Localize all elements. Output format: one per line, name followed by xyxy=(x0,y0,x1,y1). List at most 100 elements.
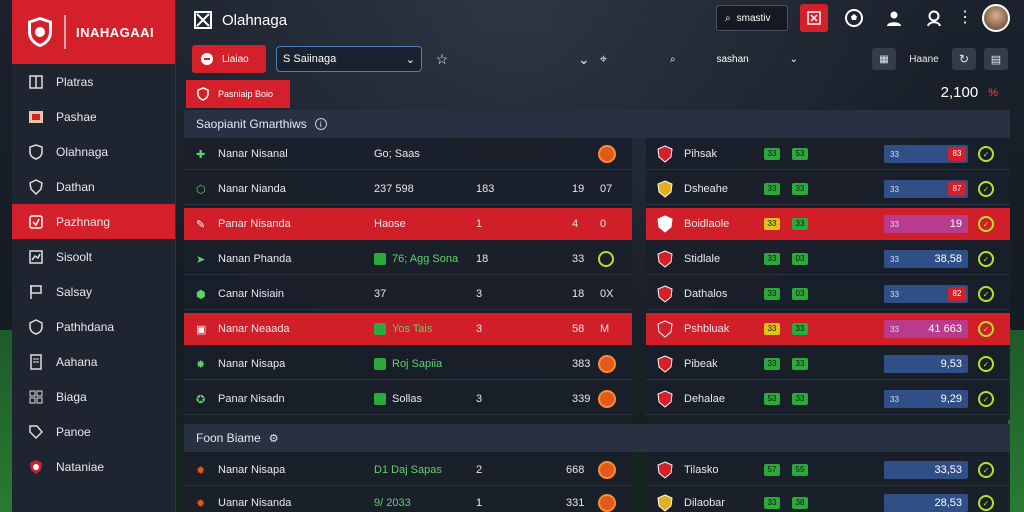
stat-badge: 33 xyxy=(792,383,808,415)
pitch-strip xyxy=(0,330,14,512)
match-info: Yos Tais xyxy=(374,313,432,345)
match-score-a: 183 xyxy=(476,183,495,195)
team-row[interactable]: Dathalos3303335882✓ xyxy=(646,278,1010,310)
sidebar-item-pashae[interactable]: Pashae xyxy=(12,99,175,134)
team-row[interactable]: Pibeak 33 33 9,53 ✓ xyxy=(646,348,1010,380)
sidebar-item-platras[interactable]: Platras xyxy=(12,64,175,99)
check-cell[interactable]: ✓ xyxy=(978,383,994,415)
odds-value: 41 663 xyxy=(928,323,962,335)
match-row[interactable]: ✪ Panar Nisadn Sollas 3 339 xyxy=(184,383,632,415)
sidebar-item-pathhdana[interactable]: Pathhdana xyxy=(12,309,175,344)
check-cell[interactable]: ✓ xyxy=(978,313,994,345)
odds-cell[interactable]: 28,53 xyxy=(884,487,968,512)
team-row[interactable]: Dilaobar 33 38 28,53 ✓ xyxy=(646,487,1010,512)
result-icon[interactable] xyxy=(598,487,616,512)
team-name: Dehalae xyxy=(684,393,725,405)
match-row[interactable]: ✸ Uanar Nisanda 9/ 2033 1 331 xyxy=(184,487,632,512)
result-icon[interactable] xyxy=(598,348,616,380)
settings-icon[interactable]: ⚙ xyxy=(268,432,279,445)
odds-cell[interactable]: 33 19 xyxy=(884,208,968,240)
sidebar-item-label: Biaga xyxy=(56,389,87,404)
team-icon: ✎ xyxy=(196,218,206,231)
sidebar-item-biaga[interactable]: Biaga xyxy=(12,379,175,414)
pin-icon[interactable]: ⌖ xyxy=(599,51,608,66)
tag-icon xyxy=(28,424,44,440)
team-row[interactable]: Pshbluak 33 33 33 41 663 ✓ xyxy=(646,313,1010,345)
chevron-down-icon: ⌄ xyxy=(789,53,798,65)
window-title: Olahnaga xyxy=(222,11,288,29)
match-row[interactable]: ✎ Panar Nisanda Haose 1 4 0 xyxy=(184,208,632,240)
sidebar-item-panoe[interactable]: Panoe xyxy=(12,414,175,449)
sidebar-item-pazhnang[interactable]: Pazhnang xyxy=(12,204,175,239)
chevron-down-icon[interactable]: ⌄ xyxy=(578,50,590,67)
stat-badge-value: 55 xyxy=(792,464,808,476)
match-row[interactable]: ✸ Nanar Nisapa D1 Daj Sapas 2 668 xyxy=(184,454,632,486)
ball-button[interactable] xyxy=(840,4,868,32)
favorite-button[interactable]: ☆ xyxy=(432,49,452,69)
check-cell[interactable]: ✓ xyxy=(978,138,994,170)
live-button[interactable] xyxy=(800,4,828,32)
info-icon[interactable]: i xyxy=(314,118,327,130)
match-row[interactable]: ✚ Nanar Nisanal Go; Saas xyxy=(184,138,632,170)
grid-view-button[interactable]: ▦ xyxy=(872,48,896,70)
team-crest-icon xyxy=(656,454,674,486)
team-row[interactable]: Dsheahe3333335387✓ xyxy=(646,173,1010,205)
players-button[interactable] xyxy=(880,4,908,32)
check-icon: ✓ xyxy=(978,286,994,302)
team-row[interactable]: Pihsak3353333883✓ xyxy=(646,138,1010,170)
odds-label: 33 xyxy=(890,324,899,334)
odds-cell[interactable]: 33,53 xyxy=(884,454,968,486)
result-icon[interactable] xyxy=(598,138,616,170)
check-cell[interactable]: ✓ xyxy=(978,278,994,310)
sidebar-item-label: Pazhnang xyxy=(56,214,111,229)
sidebar-item-dathan[interactable]: Dathan xyxy=(12,169,175,204)
check-cell[interactable]: ✓ xyxy=(978,173,994,205)
subheader-tab[interactable]: Pasniaip Boio xyxy=(186,80,290,108)
sidebar-item-salsay[interactable]: Salsay xyxy=(12,274,175,309)
stat-badge-value: 57 xyxy=(764,464,780,476)
avatar[interactable] xyxy=(982,4,1010,32)
result-icon[interactable] xyxy=(598,383,616,415)
stat-badge: 33 xyxy=(764,138,780,170)
team-row[interactable]: Stidlale 33 03 33 38,58 ✓ xyxy=(646,243,1010,275)
sidebar-item-olahnaga[interactable]: Olahnaga xyxy=(12,134,175,169)
sidebar-logo-bar[interactable]: INAHAGAAI xyxy=(12,0,175,64)
shield-check-icon xyxy=(28,318,44,335)
sidebar-item-sisoolt[interactable]: Sisoolt xyxy=(12,239,175,274)
balance-display: 2,100 % xyxy=(941,84,998,101)
subheader-label: Pasniaip Boio xyxy=(218,89,274,99)
toolbar-search[interactable]: ⌕ sashan ⌄ xyxy=(664,46,804,72)
check-cell[interactable]: ✓ xyxy=(978,208,994,240)
odds-cell[interactable]: 33 38,58 xyxy=(884,243,968,275)
check-cell[interactable]: ✓ xyxy=(978,348,994,380)
match-score-a: 3 xyxy=(476,323,483,335)
match-row[interactable]: ➤ Nanan Phanda 76; Agg Sona 18 33 xyxy=(184,243,632,275)
export-button[interactable]: ▤ xyxy=(984,48,1008,70)
league-select[interactable]: S Saiinaga ⌄ xyxy=(276,46,422,72)
top-search-button[interactable]: ⌕ smastiv xyxy=(716,5,788,31)
match-row[interactable]: ✸ Nanar Nisapa Roj Sapiia 383 xyxy=(184,348,632,380)
sidebar-item-label: Pashae xyxy=(56,109,97,124)
refresh-button[interactable]: ↻ xyxy=(952,48,976,70)
odds-cell[interactable]: 33 9,29 xyxy=(884,383,968,415)
status-badge xyxy=(374,393,386,405)
result-icon[interactable] xyxy=(598,243,614,275)
team-row[interactable]: Dehalae 53 33 33 9,29 ✓ xyxy=(646,383,1010,415)
team-row[interactable]: Boidlaole 33 33 33 19 ✓ xyxy=(646,208,1010,240)
odds-cell[interactable]: 33 41 663 xyxy=(884,313,968,345)
match-row[interactable]: ⬡ Nanar Nianda 237 598 183 19 07 xyxy=(184,173,632,205)
check-cell[interactable]: ✓ xyxy=(978,454,994,486)
primary-action-button[interactable]: Liaiao xyxy=(192,45,266,73)
match-row[interactable]: ▣ Nanar Neaada Yos Tais 3 58 M xyxy=(184,313,632,345)
match-row[interactable]: ⬢ Canar Nisiain 37 3 18 0X xyxy=(184,278,632,310)
more-menu-button[interactable]: ⋮ xyxy=(957,4,973,32)
odds-cell[interactable]: 9,53 xyxy=(884,348,968,380)
result-icon[interactable] xyxy=(598,454,616,486)
team-row[interactable]: Tilasko 57 55 33,53 ✓ xyxy=(646,454,1010,486)
check-cell[interactable]: ✓ xyxy=(978,487,994,512)
profile-button[interactable] xyxy=(920,4,948,32)
sidebar-item-nataniae[interactable]: Nataniae xyxy=(12,449,175,484)
match-score-b: 383 xyxy=(572,358,591,370)
sidebar-item-aahana[interactable]: Aahana xyxy=(12,344,175,379)
check-cell[interactable]: ✓ xyxy=(978,243,994,275)
